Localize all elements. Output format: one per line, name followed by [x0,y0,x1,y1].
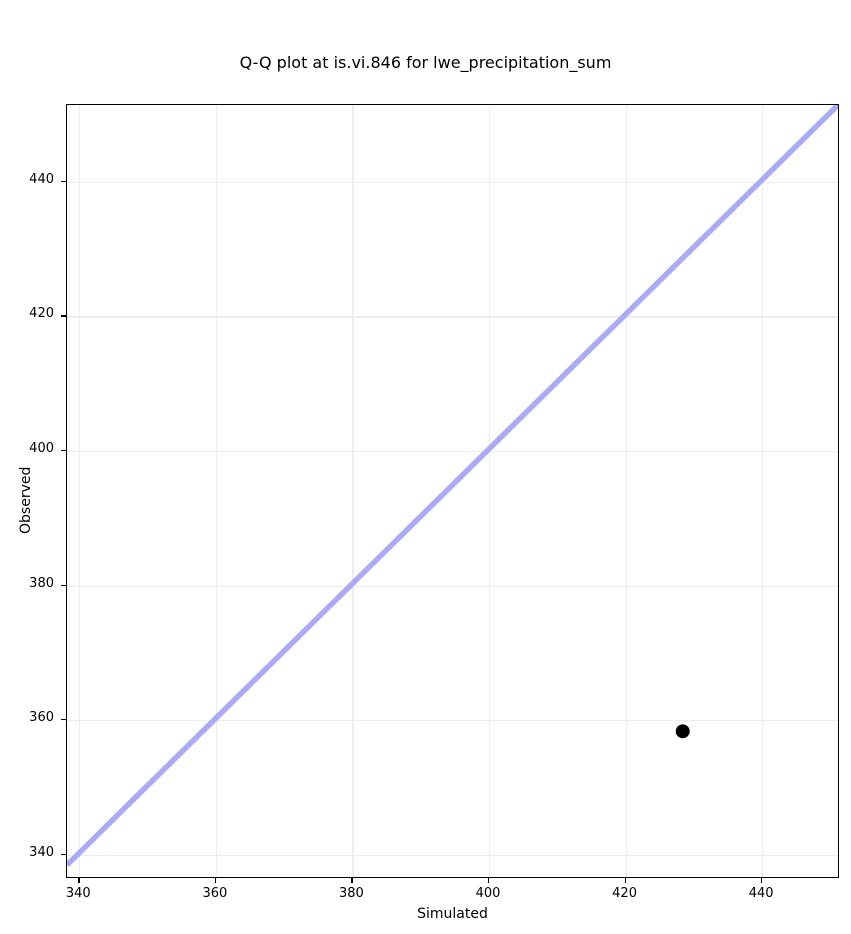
y-tick-label: 400 [29,440,54,456]
y-tick-label: 440 [29,171,54,187]
gridline-horizontal [67,181,838,183]
data-layer [67,105,838,867]
gridline-vertical [762,105,764,877]
gridline-horizontal [67,720,838,722]
gridline-horizontal [67,450,838,453]
y-tick-mark [61,449,66,452]
identity-reference-line [67,105,838,867]
x-tick-mark [351,878,353,883]
gridline-vertical [489,105,491,877]
x-tick-mark [214,878,217,883]
y-tick-mark [61,719,66,721]
x-tick-label: 440 [748,886,774,901]
x-tick-mark [624,878,626,883]
y-tick-mark [61,584,66,586]
y-tick-label: 360 [29,710,54,726]
x-tick-label: 400 [475,886,501,901]
gridline-vertical [352,105,354,877]
y-axis-label: Observed [18,466,34,534]
gridline-horizontal [67,854,838,856]
x-tick-label: 420 [612,886,637,901]
y-tick-mark [61,853,66,856]
data-point [675,724,690,739]
x-tick-label: 380 [339,886,364,901]
x-tick-label: 340 [65,886,91,901]
gridline-vertical [625,105,627,877]
plot-area [66,104,839,878]
x-tick-mark [78,878,80,883]
gridline-vertical [79,105,81,877]
x-tick-label: 360 [202,886,228,901]
y-tick-label: 380 [29,575,54,591]
gridline-vertical [215,105,218,877]
y-tick-label: 420 [29,306,54,322]
gridline-horizontal [67,316,838,318]
chart-title-line-1: Q-Q plot at is.vi.846 for lwe_precipitat… [239,53,612,72]
y-tick-mark [61,180,66,183]
y-tick-label: 340 [29,844,54,860]
scatter-points [675,724,690,739]
x-axis-label: Simulated [417,906,488,922]
x-tick-mark [761,878,763,883]
gridline-horizontal [67,585,838,587]
y-tick-mark [61,315,66,317]
x-tick-mark [488,878,490,883]
identity-line [67,105,838,867]
